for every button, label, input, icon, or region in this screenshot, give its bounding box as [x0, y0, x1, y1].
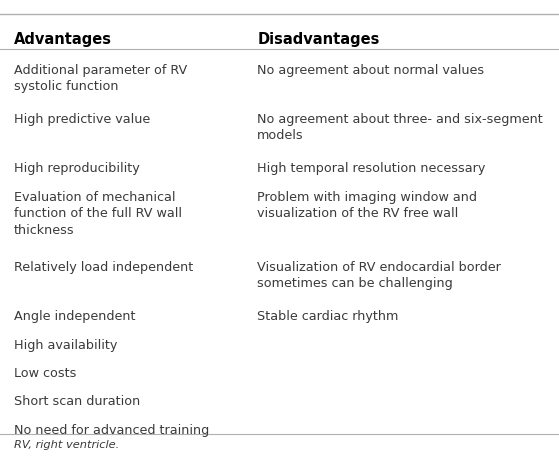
Text: High predictive value: High predictive value	[14, 113, 150, 126]
Text: Relatively load independent: Relatively load independent	[14, 261, 193, 274]
Text: Angle independent: Angle independent	[14, 310, 135, 323]
Text: Disadvantages: Disadvantages	[257, 32, 380, 47]
Text: Visualization of RV endocardial border
sometimes can be challenging: Visualization of RV endocardial border s…	[257, 261, 501, 290]
Text: Additional parameter of RV
systolic function: Additional parameter of RV systolic func…	[14, 64, 187, 93]
Text: No agreement about three- and six-segment
models: No agreement about three- and six-segmen…	[257, 113, 543, 142]
Text: Short scan duration: Short scan duration	[14, 396, 140, 408]
Text: High reproducibility: High reproducibility	[14, 162, 140, 175]
Text: Evaluation of mechanical
function of the full RV wall
thickness: Evaluation of mechanical function of the…	[14, 191, 182, 236]
Text: RV, right ventricle.: RV, right ventricle.	[14, 440, 119, 450]
Text: Stable cardiac rhythm: Stable cardiac rhythm	[257, 310, 399, 323]
Text: Problem with imaging window and
visualization of the RV free wall: Problem with imaging window and visualiz…	[257, 191, 477, 220]
Text: Advantages: Advantages	[14, 32, 112, 47]
Text: High availability: High availability	[14, 338, 117, 352]
Text: No need for advanced training: No need for advanced training	[14, 424, 209, 437]
Text: High temporal resolution necessary: High temporal resolution necessary	[257, 162, 486, 175]
Text: Low costs: Low costs	[14, 367, 77, 380]
Text: No agreement about normal values: No agreement about normal values	[257, 64, 484, 77]
